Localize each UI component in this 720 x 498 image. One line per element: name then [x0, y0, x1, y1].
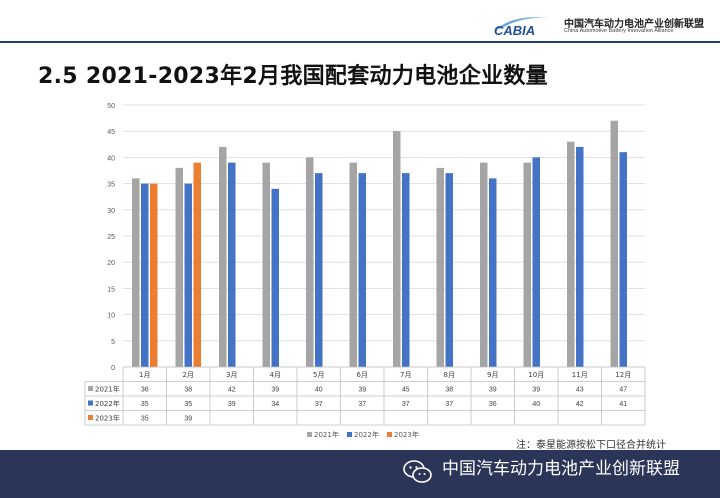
bar [489, 178, 497, 367]
data-label: 36 [141, 387, 149, 394]
data-label: 39 [271, 387, 279, 394]
table-legend-key [88, 386, 93, 391]
y-tick-label: 45 [107, 129, 115, 136]
page-title: 2.5 2021-2023年2月我国配套动力电池企业数量 [38, 64, 548, 89]
legend-label: 2022年 [354, 430, 379, 439]
legend-key [307, 432, 312, 437]
category-label: 12月 [615, 371, 631, 379]
bar [228, 162, 236, 367]
bar [271, 188, 279, 367]
data-label: 38 [445, 387, 453, 394]
bar [193, 162, 201, 367]
footer-org-name: 中国汽车动力电池产业创新联盟 [442, 459, 680, 479]
category-label: 4月 [270, 371, 281, 379]
bar [402, 173, 410, 367]
bar [141, 183, 149, 367]
data-label: 37 [445, 401, 453, 408]
data-label: 36 [489, 401, 497, 408]
category-label: 2月 [183, 371, 194, 379]
data-label: 42 [576, 401, 584, 408]
table-legend-key [88, 400, 93, 406]
data-label: 40 [532, 401, 540, 408]
y-tick-label: 40 [107, 155, 115, 162]
bar [219, 146, 227, 367]
legend-key [347, 432, 352, 437]
bar [532, 157, 540, 367]
data-label: 39 [489, 387, 497, 394]
data-label: 39 [532, 387, 540, 394]
bar [619, 152, 627, 367]
table-series-name: 2023年 [95, 414, 120, 423]
source-note: 注：泰星能源按松下口径合并统计 [516, 440, 666, 451]
legend-label: 2023年 [394, 430, 419, 439]
bar [349, 162, 357, 367]
data-label: 39 [184, 416, 192, 423]
legend-label: 2021年 [314, 430, 339, 439]
y-tick-label: 35 [107, 182, 115, 189]
bar [523, 162, 531, 367]
data-label: 39 [228, 401, 236, 408]
category-label: 10月 [528, 371, 544, 379]
y-tick-label: 50 [107, 103, 115, 110]
data-label: 37 [315, 401, 323, 408]
y-tick-label: 10 [107, 313, 115, 320]
data-label: 42 [228, 387, 236, 394]
table-legend-key [88, 415, 93, 420]
bar [393, 131, 401, 367]
y-tick-label: 25 [107, 234, 115, 241]
cabia-logo-mark: CABIA [494, 17, 550, 38]
data-label: 34 [271, 401, 279, 408]
data-label: 35 [141, 416, 149, 423]
bar [315, 173, 323, 367]
data-label: 35 [141, 401, 149, 408]
y-tick-label: 0 [111, 365, 115, 372]
bar [436, 167, 444, 367]
y-tick-label: 15 [107, 286, 115, 293]
bar [132, 178, 140, 367]
bar [480, 162, 488, 367]
wechat-icon [403, 460, 432, 483]
data-label: 39 [358, 387, 366, 394]
bar [358, 173, 366, 367]
y-tick-label: 30 [107, 208, 115, 215]
category-label: 6月 [357, 371, 368, 379]
bar [610, 120, 618, 367]
data-label: 47 [619, 387, 627, 394]
bar [262, 162, 270, 367]
category-label: 9月 [487, 371, 498, 379]
header-divider [0, 41, 720, 43]
y-tick-label: 20 [107, 260, 115, 267]
logo-wordmark: CABIA [494, 23, 535, 38]
data-label: 45 [402, 387, 410, 394]
legend-key [387, 432, 392, 437]
data-label: 43 [576, 387, 584, 394]
category-label: 8月 [444, 371, 455, 379]
data-label: 37 [358, 401, 366, 408]
data-label: 37 [402, 401, 410, 408]
data-label: 38 [184, 387, 192, 394]
bar [306, 157, 314, 367]
cabia-logo: CABIA 中国汽车动力电池产业创新联盟 China Automotive Ba… [492, 12, 716, 38]
table-series-name: 2021年 [95, 385, 120, 394]
y-tick-label: 5 [111, 339, 115, 346]
org-name-en: China Automotive Battery Innovation Alli… [564, 28, 674, 34]
category-label: 5月 [313, 371, 324, 379]
category-label: 3月 [226, 371, 237, 379]
bar [445, 173, 453, 367]
bar [576, 146, 584, 367]
category-label: 7月 [400, 371, 411, 379]
bar-chart: 0 5 10 15 20 25 30 35 40 45 50 1月 2月 3月 4月 5月 6月 7月 8月 9月 10… [84, 103, 646, 439]
bar [567, 141, 575, 367]
bar [175, 167, 183, 367]
footer-bar [0, 450, 720, 498]
data-label: 35 [184, 401, 192, 408]
org-name-cn: 中国汽车动力电池产业创新联盟 [564, 19, 704, 30]
table-series-name: 2022年 [95, 399, 120, 408]
data-label: 40 [315, 387, 323, 394]
category-label: 11月 [572, 371, 588, 379]
category-label: 1月 [139, 371, 150, 379]
bar [150, 183, 158, 367]
data-label: 41 [619, 401, 627, 408]
bar [184, 183, 192, 367]
